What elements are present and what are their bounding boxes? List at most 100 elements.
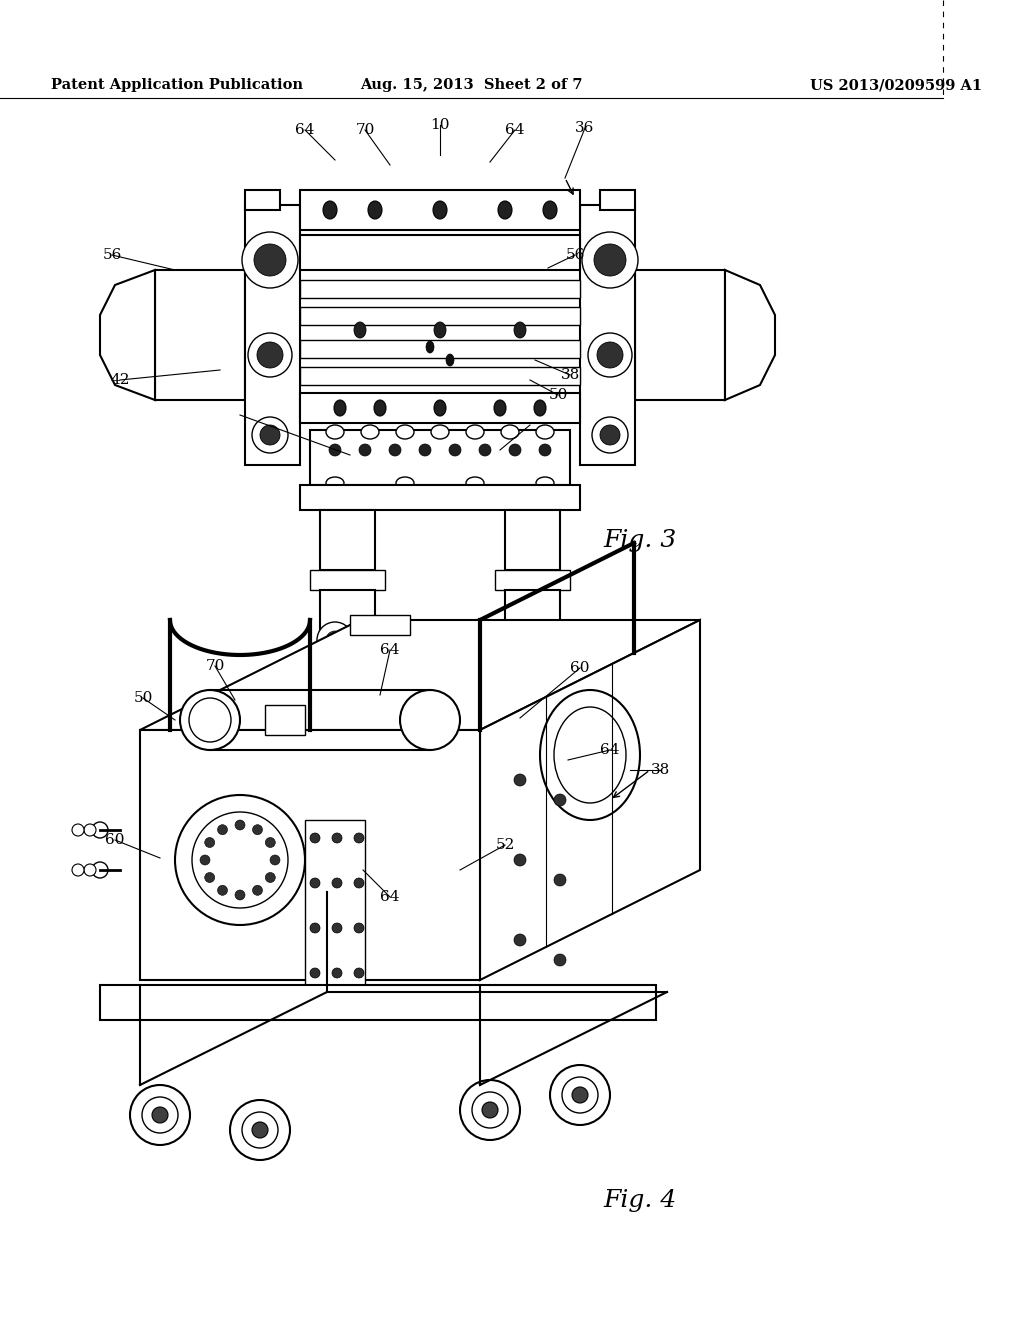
Circle shape: [326, 631, 344, 649]
Circle shape: [72, 824, 84, 836]
Circle shape: [329, 444, 341, 455]
Ellipse shape: [466, 425, 484, 440]
Text: 60: 60: [570, 661, 590, 675]
Circle shape: [217, 886, 227, 895]
Circle shape: [257, 342, 283, 368]
Bar: [300, 190, 580, 230]
Circle shape: [252, 1122, 268, 1138]
Circle shape: [479, 444, 490, 455]
Ellipse shape: [323, 201, 337, 219]
Ellipse shape: [426, 341, 434, 352]
Circle shape: [253, 886, 262, 895]
Bar: [350, 615, 410, 635]
Circle shape: [351, 631, 369, 649]
Ellipse shape: [431, 425, 449, 440]
Bar: [505, 590, 560, 640]
Bar: [505, 510, 560, 570]
Bar: [300, 280, 580, 298]
Circle shape: [252, 417, 288, 453]
Text: Fig. 4: Fig. 4: [603, 1188, 677, 1212]
Circle shape: [554, 795, 566, 807]
Circle shape: [588, 333, 632, 378]
Text: 50: 50: [548, 388, 567, 403]
Ellipse shape: [498, 201, 512, 219]
Circle shape: [242, 232, 298, 288]
Text: Aug. 15, 2013  Sheet 2 of 7: Aug. 15, 2013 Sheet 2 of 7: [359, 78, 583, 92]
Circle shape: [230, 1100, 290, 1160]
Circle shape: [254, 244, 286, 276]
Circle shape: [539, 444, 551, 455]
Bar: [319, 590, 375, 640]
Ellipse shape: [514, 322, 526, 338]
Circle shape: [550, 1065, 610, 1125]
Ellipse shape: [326, 477, 344, 488]
Bar: [495, 570, 570, 590]
Polygon shape: [480, 620, 700, 979]
Circle shape: [253, 825, 262, 834]
Circle shape: [359, 444, 371, 455]
Circle shape: [502, 622, 538, 657]
Circle shape: [72, 865, 84, 876]
Circle shape: [342, 622, 378, 657]
Circle shape: [419, 444, 431, 455]
Circle shape: [84, 824, 96, 836]
Circle shape: [310, 878, 319, 888]
Bar: [580, 205, 635, 465]
Circle shape: [152, 1107, 168, 1123]
Bar: [265, 705, 305, 735]
Bar: [245, 205, 300, 465]
Circle shape: [514, 935, 526, 946]
Bar: [100, 985, 656, 1020]
Circle shape: [472, 1092, 508, 1129]
Ellipse shape: [374, 400, 386, 416]
Circle shape: [594, 244, 626, 276]
Circle shape: [310, 923, 319, 933]
Circle shape: [242, 1111, 278, 1148]
Bar: [300, 367, 580, 385]
Text: 70: 70: [206, 659, 224, 673]
Ellipse shape: [494, 400, 506, 416]
Ellipse shape: [554, 708, 626, 803]
Circle shape: [205, 837, 215, 847]
Circle shape: [234, 890, 245, 900]
Circle shape: [332, 923, 342, 933]
Bar: [300, 393, 580, 422]
Circle shape: [527, 622, 563, 657]
Circle shape: [260, 425, 280, 445]
Text: Patent Application Publication: Patent Application Publication: [51, 78, 303, 92]
Circle shape: [265, 837, 275, 847]
Bar: [300, 235, 580, 271]
Bar: [310, 430, 570, 484]
Text: 38: 38: [650, 763, 670, 777]
Ellipse shape: [354, 322, 366, 338]
Circle shape: [175, 795, 305, 925]
Circle shape: [509, 444, 521, 455]
Circle shape: [84, 865, 96, 876]
Circle shape: [572, 1086, 588, 1104]
Circle shape: [536, 631, 554, 649]
Circle shape: [600, 425, 620, 445]
Text: 64: 64: [505, 123, 524, 137]
Circle shape: [332, 878, 342, 888]
Ellipse shape: [326, 425, 344, 440]
Text: 36: 36: [575, 121, 595, 135]
Bar: [300, 484, 580, 510]
Circle shape: [554, 874, 566, 886]
Ellipse shape: [446, 354, 454, 366]
Circle shape: [554, 954, 566, 966]
Circle shape: [205, 873, 215, 883]
Circle shape: [332, 968, 342, 978]
Circle shape: [92, 862, 108, 878]
Circle shape: [354, 968, 364, 978]
Ellipse shape: [540, 690, 640, 820]
Text: 56: 56: [102, 248, 122, 261]
Ellipse shape: [400, 690, 460, 750]
Circle shape: [354, 923, 364, 933]
Ellipse shape: [466, 477, 484, 488]
Polygon shape: [725, 271, 775, 400]
Circle shape: [332, 833, 342, 843]
Ellipse shape: [534, 400, 546, 416]
Circle shape: [217, 825, 227, 834]
Ellipse shape: [396, 425, 414, 440]
Ellipse shape: [434, 322, 446, 338]
